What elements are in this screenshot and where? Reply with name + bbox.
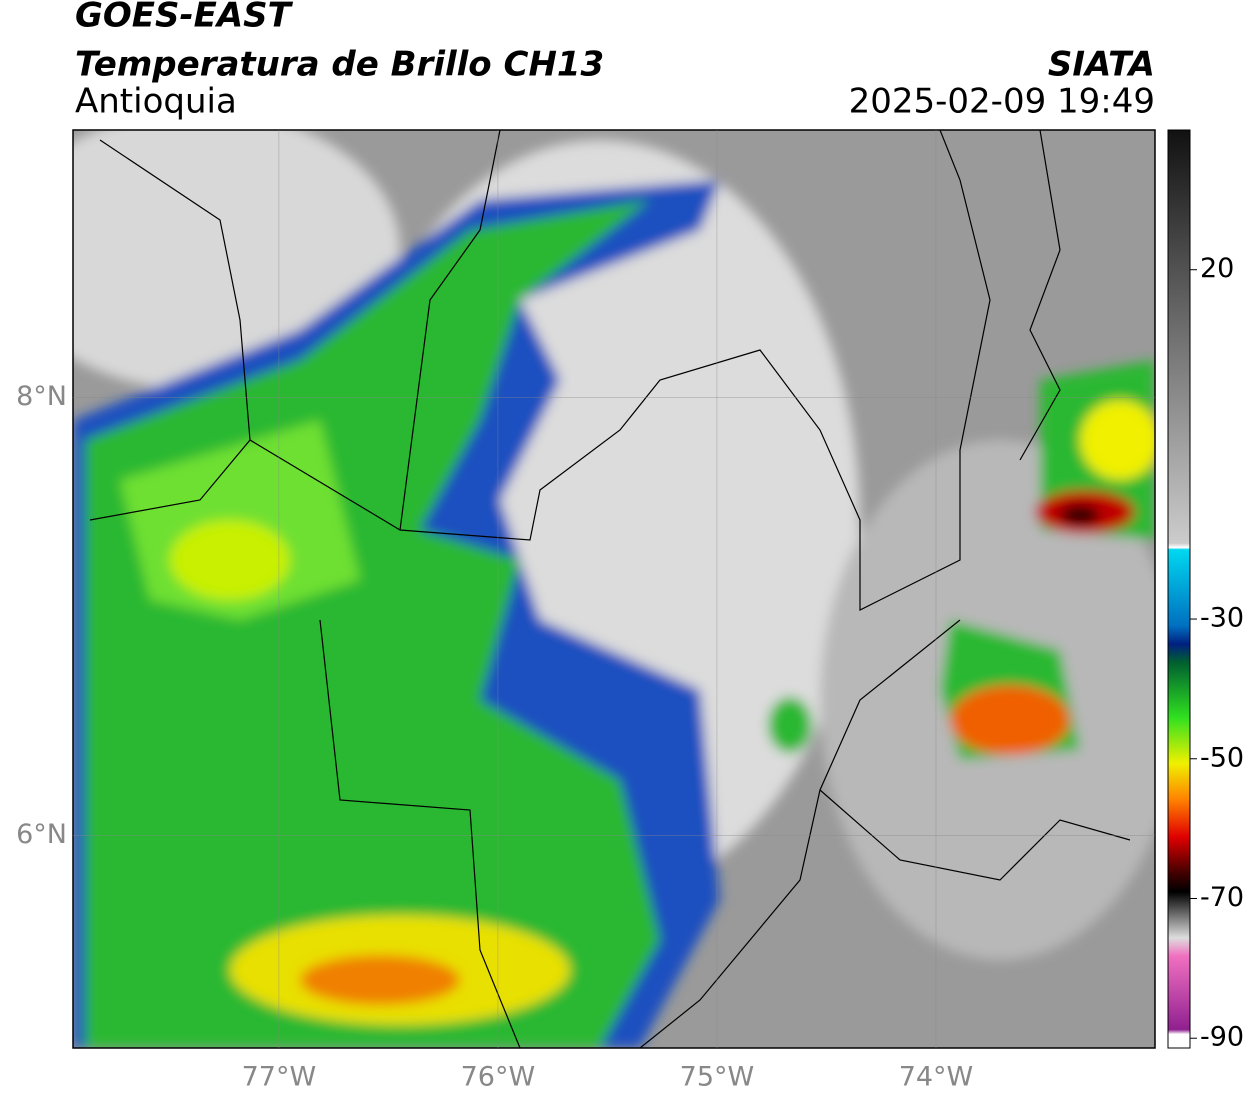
satellite-image — [73, 130, 1155, 1048]
colorbar-tick-label: -50 — [1200, 742, 1244, 773]
colorbar-tick-label: -90 — [1200, 1022, 1244, 1053]
datetime: 2025-02-09 19:49 — [849, 82, 1155, 122]
x-tick-label: 76°W — [461, 1062, 536, 1093]
y-tick-label: 8°N — [16, 381, 67, 412]
colorbar-tick-label: 20 — [1200, 253, 1234, 284]
colorbar-tick-label: -70 — [1200, 882, 1244, 913]
map-frame — [72, 129, 1156, 1049]
x-tick-label: 74°W — [899, 1062, 974, 1093]
subtitle: Temperatura de Brillo CH13 — [75, 45, 604, 85]
colorbar — [1167, 129, 1191, 1049]
x-tick-label: 77°W — [242, 1062, 317, 1093]
title: GOES-EAST — [75, 0, 294, 36]
x-tick-label: 75°W — [680, 1062, 755, 1093]
region: Antioquia — [75, 82, 237, 122]
source: SIATA — [1048, 45, 1155, 85]
colorbar-tick-label: -30 — [1200, 603, 1244, 634]
y-tick-label: 6°N — [16, 819, 67, 850]
